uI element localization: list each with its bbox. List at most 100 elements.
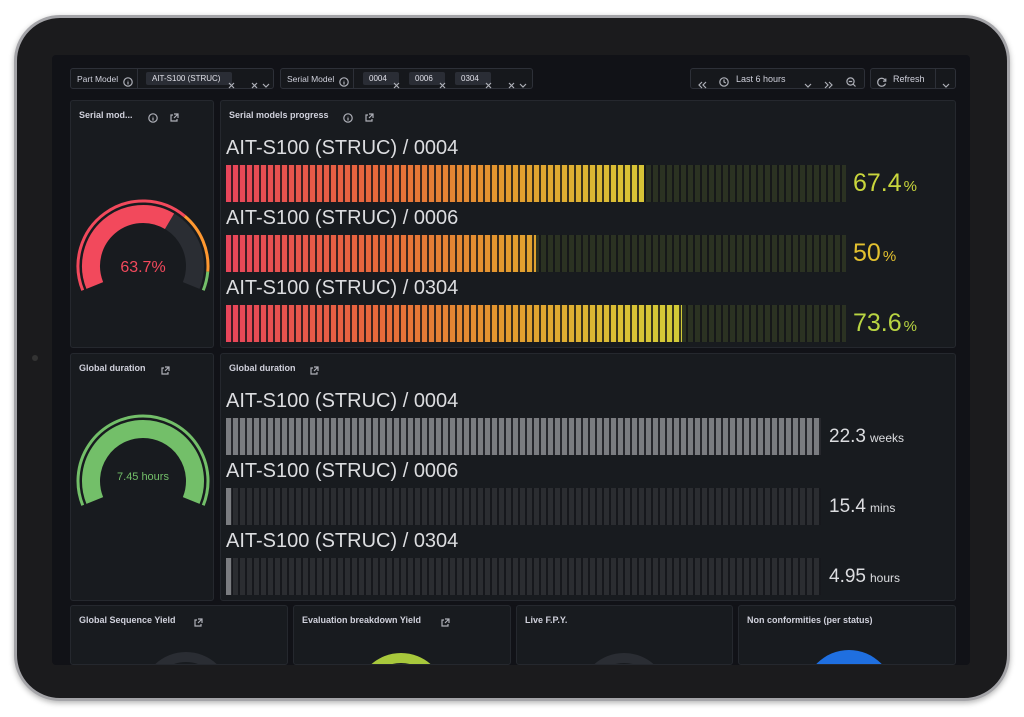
serial-gauge-panel: Serial mod... 63.7% xyxy=(70,100,214,348)
panel-title: Non conformities (per status) xyxy=(747,615,873,625)
value-unit: % xyxy=(903,318,918,335)
dropdown-icon[interactable] xyxy=(942,76,950,94)
filter-chip[interactable]: 0006 xyxy=(409,72,445,85)
row-value: 15.4 mins xyxy=(829,496,895,518)
link-icon[interactable] xyxy=(440,615,450,633)
filter-label: Part Model xyxy=(77,74,119,84)
value-number: 50 xyxy=(853,239,881,267)
link-icon[interactable] xyxy=(364,110,374,128)
camera xyxy=(32,355,38,361)
row-value: 4.95 hours xyxy=(829,566,900,588)
refresh-picker[interactable]: Refresh xyxy=(870,68,956,89)
clock-icon xyxy=(719,74,729,92)
bar-track xyxy=(226,305,846,342)
row-value: 67.4% xyxy=(853,169,917,198)
value-number: 4.95 xyxy=(829,566,866,587)
clear-icon[interactable] xyxy=(251,76,258,94)
shift-forward-icon[interactable] xyxy=(824,76,833,94)
refresh-button[interactable]: Refresh xyxy=(893,74,925,84)
bottom-panel: Global Sequence Yield xyxy=(70,605,288,665)
bar-segments xyxy=(226,165,846,202)
value-unit: % xyxy=(903,178,918,195)
row-label: AIT-S100 (STRUC) / 0304 xyxy=(226,530,459,552)
refresh-icon[interactable] xyxy=(877,74,887,92)
bar-track xyxy=(226,488,821,525)
bottom-panel: Non conformities (per status) xyxy=(738,605,956,665)
info-icon[interactable] xyxy=(123,74,133,92)
shift-back-icon[interactable] xyxy=(698,76,707,94)
gauge-number: 63.7 xyxy=(120,259,151,276)
link-icon[interactable] xyxy=(160,363,170,381)
bar-segments xyxy=(226,488,821,525)
row-value: 22.3 weeks xyxy=(829,426,904,448)
remove-icon[interactable] xyxy=(393,76,400,94)
remove-icon[interactable] xyxy=(228,76,235,94)
time-picker[interactable]: Last 6 hours xyxy=(690,68,865,89)
value-number: 15.4 xyxy=(829,496,866,517)
gauge: 7.45 hours xyxy=(76,414,210,506)
bar-track xyxy=(226,165,846,202)
gauge-number: 7.45 xyxy=(117,471,138,483)
gauge-unit: % xyxy=(151,259,165,276)
link-icon[interactable] xyxy=(309,363,319,381)
info-icon[interactable] xyxy=(148,110,158,128)
row-value: 73.6% xyxy=(853,309,917,338)
row-label: AIT-S100 (STRUC) / 0006 xyxy=(226,207,459,229)
zoom-out-icon[interactable] xyxy=(846,74,856,92)
bar-segments xyxy=(226,558,821,595)
gauge: 63.7% xyxy=(76,199,210,291)
clear-icon[interactable] xyxy=(508,76,515,94)
part-model-filter[interactable]: Part Model AIT-S100 (STRUC) xyxy=(70,68,274,89)
value-unit: % xyxy=(882,248,897,265)
panel-title: Global duration xyxy=(79,363,146,373)
threshold-ring xyxy=(76,199,186,291)
dropdown-icon[interactable] xyxy=(262,76,270,94)
value-unit: hours xyxy=(869,571,901,585)
row-label: AIT-S100 (STRUC) / 0004 xyxy=(226,137,459,159)
gauge-value: 7.45 hours xyxy=(117,471,169,483)
threshold-ring xyxy=(201,271,210,291)
bar-segments xyxy=(226,418,821,455)
threshold-ring xyxy=(183,215,210,272)
bar-segments xyxy=(226,235,846,272)
time-range[interactable]: Last 6 hours xyxy=(736,74,786,84)
row-label: AIT-S100 (STRUC) / 0004 xyxy=(226,390,459,412)
filter-chip[interactable]: AIT-S100 (STRUC) xyxy=(146,72,233,85)
bottom-panel: Evaluation breakdown Yield xyxy=(293,605,511,665)
bar-track xyxy=(226,558,821,595)
info-icon[interactable] xyxy=(343,110,353,128)
value-unit: weeks xyxy=(869,431,904,445)
bar-track xyxy=(226,418,821,455)
threshold-ring xyxy=(76,414,210,506)
gauge-value: 63.7% xyxy=(120,259,165,276)
value-number: 22.3 xyxy=(829,426,866,447)
link-icon[interactable] xyxy=(169,110,179,128)
remove-icon[interactable] xyxy=(439,76,446,94)
filter-chip[interactable]: 0304 xyxy=(455,72,491,85)
filter-chip[interactable]: 0004 xyxy=(363,72,399,85)
filter-label: Serial Model xyxy=(287,74,335,84)
remove-icon[interactable] xyxy=(485,76,492,94)
panel-title: Global duration xyxy=(229,363,296,373)
value-number: 73.6 xyxy=(853,309,902,337)
value-number: 67.4 xyxy=(853,169,902,197)
gauge-fill xyxy=(82,420,204,504)
panel-title: Global Sequence Yield xyxy=(79,615,176,625)
gauge-unit: hours xyxy=(141,471,169,483)
panel-title: Evaluation breakdown Yield xyxy=(302,615,422,625)
bar-segments xyxy=(226,305,846,342)
link-icon[interactable] xyxy=(193,615,203,633)
panel-title: Live F.P.Y. xyxy=(525,615,568,625)
panel-title: Serial models progress xyxy=(229,110,329,120)
row-label: AIT-S100 (STRUC) / 0304 xyxy=(226,277,459,299)
row-value: 50% xyxy=(853,239,896,268)
info-icon[interactable] xyxy=(339,74,349,92)
dropdown-icon[interactable] xyxy=(519,76,527,94)
gauge-fill xyxy=(82,205,175,289)
serial-model-filter[interactable]: Serial Model 0004 0006 0304 xyxy=(280,68,533,89)
bar-track xyxy=(226,235,846,272)
panel-title: Serial mod... xyxy=(79,110,133,120)
dropdown-icon[interactable] xyxy=(804,76,812,94)
duration-panel: Global duration AIT-S100 (STRUC) / 0004 2… xyxy=(220,353,956,601)
